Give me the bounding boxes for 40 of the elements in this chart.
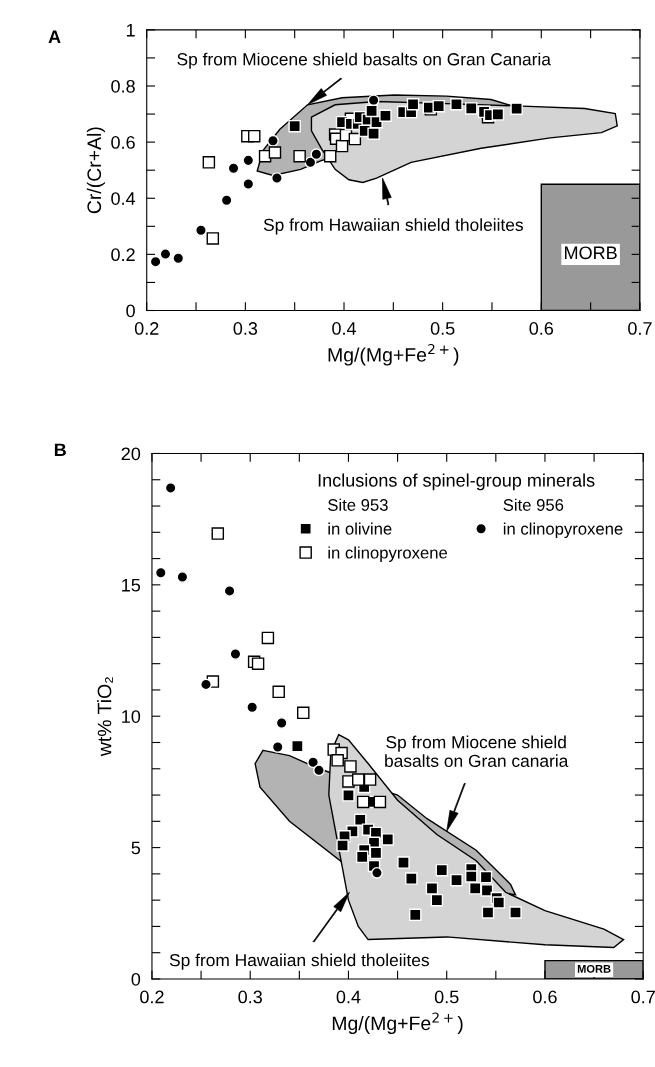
legend-title: Inclusions of spinel-group minerals [318,473,595,491]
y-axis-title: wt% TiO₂ [97,677,113,757]
x-tick-label: 0.5 [430,322,455,335]
x-tick-label: 0.7 [631,990,655,1004]
x-tick-label: 0.6 [529,322,554,335]
x-tick-label: 0.2 [140,990,164,1004]
legend-label: in olivine [328,522,392,535]
y-tick-label: 0 [126,304,135,318]
y-tick-label: 1 [126,24,135,37]
x-tick-label: 0.3 [233,322,258,335]
y-tick-label: 5 [131,841,141,855]
annotation: Sp from Hawaiian shield tholeiites [169,953,429,970]
y-tick-label: 0.4 [111,192,136,205]
x-tick-label: 0.4 [332,322,357,335]
y-tick-label: 0 [131,972,141,986]
annotation: Sp from Miocene shield basalts on Gran Canaria [177,52,551,69]
y-tick-label: 20 [121,447,141,461]
x-tick-label: 0.6 [533,990,557,1004]
legend-label: in clinopyroxene [503,522,623,539]
y-tick-label: 0.6 [111,136,135,149]
x-axis-title: Mg/(Mg+Fe$^{2+}$) [332,1012,463,1035]
x-tick-label: 0.4 [336,990,361,1004]
y-tick-label: 0.8 [111,79,135,93]
x-axis-title: Mg/(Mg+Fe$^{2+}$) [328,343,459,366]
x-tick-label: 0.3 [238,990,262,1004]
annotation: Site 956 [503,498,564,511]
legend-label: in clinopyroxene [328,546,448,562]
annotation: MORB [577,964,611,973]
annotation: Sp from Hawaiian shield tholeiites [263,218,523,235]
text: B [54,443,66,457]
text: A [48,30,61,43]
annotation: Site 953 [328,498,388,511]
x-tick-label: 0.7 [628,322,652,335]
x-tick-label: 0.5 [434,990,459,1004]
y-tick-label: 10 [122,710,141,723]
y-tick-label: 15 [122,578,141,592]
annotation: Sp from Miocene shield basalts on Gran canaria [385,735,569,768]
annotation: MORB [565,246,617,260]
y-tick-label: 0.2 [111,248,135,262]
y-axis-title: Cr/(Cr+Al) [86,127,105,214]
